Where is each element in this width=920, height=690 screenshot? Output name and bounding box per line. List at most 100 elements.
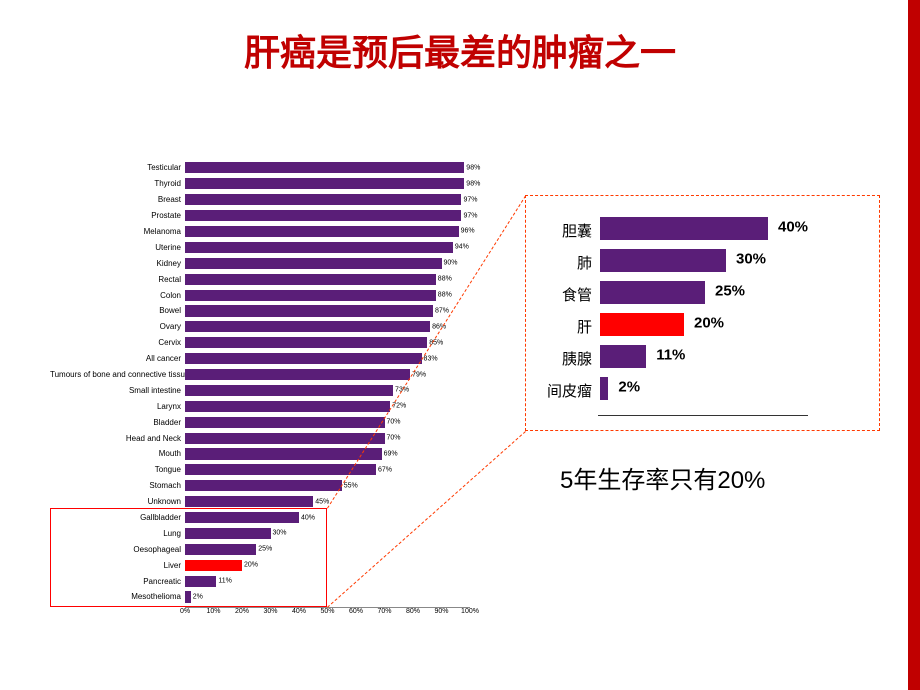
- main-chart-row: Uterine94%: [50, 239, 470, 255]
- main-chart-row: Kidney90%: [50, 255, 470, 271]
- main-chart-value: 87%: [433, 307, 449, 314]
- main-chart-label: Tumours of bone and connective tissue: [50, 370, 185, 379]
- detail-chart-value: 2%: [608, 379, 640, 396]
- main-chart-label: Bowel: [50, 306, 185, 315]
- detail-chart-row: 间皮瘤2%: [540, 374, 859, 406]
- main-chart-bar: 83%: [185, 353, 422, 364]
- main-chart-value: 96%: [459, 228, 475, 235]
- main-chart-bar: 45%: [185, 496, 313, 507]
- main-chart-label: All cancer: [50, 354, 185, 363]
- main-chart-row: Larynx72%: [50, 398, 470, 414]
- main-chart-label: Mouth: [50, 449, 185, 458]
- detail-chart-value: 11%: [646, 347, 685, 364]
- main-chart-label: Kidney: [50, 259, 185, 268]
- main-chart-value: 98%: [464, 164, 480, 171]
- detail-chart-row: 食管25%: [540, 278, 859, 310]
- detail-chart-bar: 25%: [600, 281, 705, 303]
- main-chart-xtick: 80%: [406, 608, 420, 615]
- main-chart-label: Uterine: [50, 243, 185, 252]
- main-chart-label: Head and Neck: [50, 434, 185, 443]
- main-chart-highlight-box: [50, 508, 327, 607]
- main-chart-row: Melanoma96%: [50, 224, 470, 240]
- main-chart-label: Tongue: [50, 465, 185, 474]
- main-chart-bar: 90%: [185, 258, 442, 269]
- main-chart-bar: 88%: [185, 290, 436, 301]
- main-chart-bar: 87%: [185, 305, 433, 316]
- main-chart-value: 67%: [376, 466, 392, 473]
- detail-chart-label: 间皮瘤: [540, 380, 600, 401]
- main-chart-value: 45%: [313, 498, 329, 505]
- detail-chart-x-axis: [598, 415, 808, 416]
- detail-chart-label: 胰腺: [540, 348, 600, 369]
- main-chart-bar: 94%: [185, 242, 453, 253]
- detail-chart-row: 肝20%: [540, 310, 859, 342]
- main-chart-value: 90%: [442, 260, 458, 267]
- caption-text: 5年生存率只有20%: [560, 460, 765, 495]
- main-chart-bar: 79%: [185, 369, 410, 380]
- main-chart-label: Testicular: [50, 163, 185, 172]
- detail-chart-bar: 2%: [600, 377, 608, 399]
- main-chart-value: 70%: [385, 435, 401, 442]
- detail-chart-value: 30%: [726, 251, 766, 268]
- main-chart-label: Breast: [50, 195, 185, 204]
- main-chart-bar: 98%: [185, 178, 464, 189]
- main-chart-label: Prostate: [50, 211, 185, 220]
- main-chart-row: Mouth69%: [50, 446, 470, 462]
- main-chart-xtick: 40%: [292, 608, 306, 615]
- main-chart-value: 88%: [436, 292, 452, 299]
- main-chart-xtick: 60%: [349, 608, 363, 615]
- main-chart-xtick: 50%: [320, 608, 334, 615]
- main-chart-row: Ovary86%: [50, 319, 470, 335]
- main-chart-row: Cervix85%: [50, 335, 470, 351]
- main-chart-bar: 69%: [185, 448, 382, 459]
- main-chart-label: Cervix: [50, 338, 185, 347]
- detail-chart-value: 25%: [705, 283, 745, 300]
- detail-chart-row: 胆囊40%: [540, 214, 859, 246]
- main-chart-value: 88%: [436, 276, 452, 283]
- main-chart-label: Thyroid: [50, 179, 185, 188]
- main-chart-value: 69%: [382, 450, 398, 457]
- main-chart-value: 70%: [385, 419, 401, 426]
- main-chart-bar: 98%: [185, 162, 464, 173]
- main-chart-row: Bladder70%: [50, 414, 470, 430]
- detail-chart-bar: 40%: [600, 217, 768, 239]
- main-chart-bar: 70%: [185, 433, 385, 444]
- main-chart-row: Thyroid98%: [50, 176, 470, 192]
- detail-chart-label: 食管: [540, 284, 600, 305]
- main-chart-bar: 97%: [185, 194, 461, 205]
- slide-title: 肝癌是预后最差的肿瘤之一: [0, 24, 920, 76]
- detail-chart-bar: 11%: [600, 345, 646, 367]
- detail-chart-value: 40%: [768, 219, 808, 236]
- main-chart-xtick: 90%: [434, 608, 448, 615]
- main-chart-xtick: 0%: [180, 608, 190, 615]
- main-chart-label: Unknown: [50, 497, 185, 506]
- main-chart-row: Colon88%: [50, 287, 470, 303]
- detail-chart-bar-highlight: 20%: [600, 313, 684, 335]
- detail-chart-label: 肝: [540, 316, 600, 337]
- main-chart-xtick: 20%: [235, 608, 249, 615]
- main-chart-bar: 85%: [185, 337, 427, 348]
- detail-chart-label: 肺: [540, 252, 600, 273]
- detail-chart-row: 胰腺11%: [540, 342, 859, 374]
- main-chart-row: Tongue 67%: [50, 462, 470, 478]
- main-chart-label: Colon: [50, 291, 185, 300]
- main-chart-label: Bladder: [50, 418, 185, 427]
- main-chart-label: Rectal: [50, 275, 185, 284]
- main-chart-label: Small intestine: [50, 386, 185, 395]
- main-chart-xtick: 10%: [206, 608, 220, 615]
- main-chart-value: 97%: [461, 212, 477, 219]
- main-chart-value: 94%: [453, 244, 469, 251]
- main-chart-xtick: 30%: [263, 608, 277, 615]
- main-chart-bar: 55%: [185, 480, 342, 491]
- main-chart-value: 97%: [461, 196, 477, 203]
- main-chart-bar: 96%: [185, 226, 459, 237]
- main-chart-bar: 97%: [185, 210, 461, 221]
- detail-chart-value: 20%: [684, 315, 724, 332]
- main-chart-x-axis: 0%10%20%30%40%50%60%70%80%90%100%: [185, 607, 470, 623]
- main-chart-label: Ovary: [50, 322, 185, 331]
- detail-chart-row: 肺 30%: [540, 246, 859, 278]
- main-chart-row: All cancer83%: [50, 351, 470, 367]
- main-chart-row: Bowel87%: [50, 303, 470, 319]
- main-chart-bar: 70%: [185, 417, 385, 428]
- right-accent-bar: [908, 0, 920, 690]
